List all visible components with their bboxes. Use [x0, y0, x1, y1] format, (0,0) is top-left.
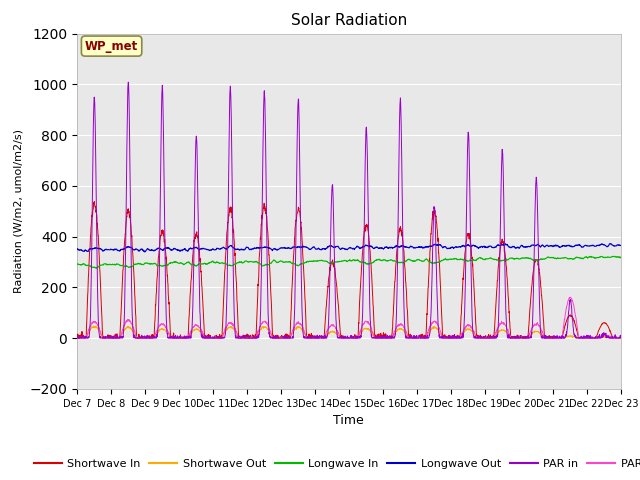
Legend: Shortwave In, Shortwave Out, Longwave In, Longwave Out, PAR in, PAR out: Shortwave In, Shortwave Out, Longwave In…	[29, 455, 640, 474]
Title: Solar Radiation: Solar Radiation	[291, 13, 407, 28]
Text: WP_met: WP_met	[85, 39, 138, 53]
X-axis label: Time: Time	[333, 414, 364, 427]
Y-axis label: Radiation (W/m2, umol/m2/s): Radiation (W/m2, umol/m2/s)	[13, 129, 24, 293]
